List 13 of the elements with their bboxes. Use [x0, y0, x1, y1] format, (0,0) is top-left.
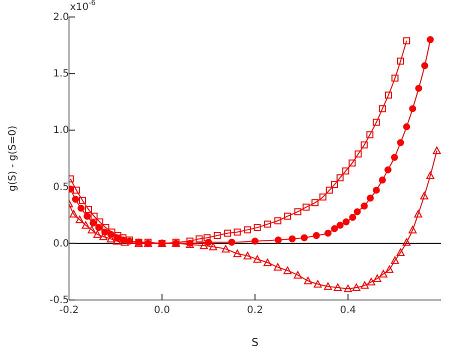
x-tick-label: 0.4 [340, 304, 356, 316]
x-axis-title: S [252, 336, 259, 349]
y-axis-title: g(S) - g(S=0) [8, 126, 19, 192]
x-tick-label: -0.2 [59, 304, 79, 316]
y-tick-label: 2.0 [53, 12, 69, 22]
x-tick-label: 0.0 [154, 304, 170, 316]
y-tick-label: -0.5 [49, 294, 69, 306]
y-tick-label: 1.5 [53, 68, 69, 80]
x-tick-label: 0.2 [247, 304, 263, 316]
y-tick-label: 1.0 [53, 124, 69, 136]
y-tick-label: 0.0 [53, 238, 69, 249]
y-tick-label: 0.5 [53, 181, 69, 192]
text: x10$^{-6}$ [70, 0, 96, 12]
